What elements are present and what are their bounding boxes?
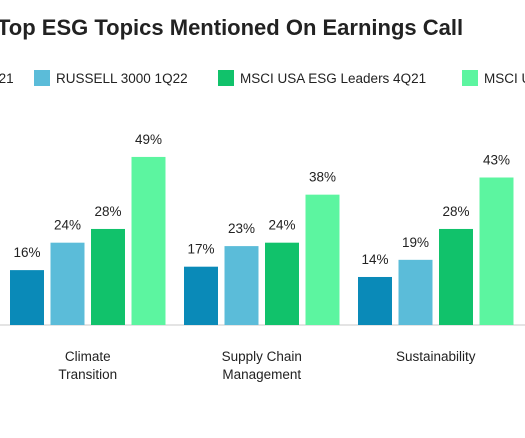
legend-label: MSCI USA ESG Leaders 1Q22 xyxy=(484,71,525,86)
x-tick-label: Transition xyxy=(58,367,117,382)
data-label: 43% xyxy=(483,153,510,168)
legend-label: MSCI USA ESG Leaders 4Q21 xyxy=(240,71,426,86)
legend-label: RUSSELL 3000 4Q21 xyxy=(0,71,14,86)
data-label: 14% xyxy=(361,252,388,267)
data-label: 24% xyxy=(54,218,81,233)
x-tick-label: Sustainability xyxy=(396,349,476,364)
data-label: 16% xyxy=(13,245,40,260)
bar xyxy=(131,156,166,325)
bar xyxy=(305,194,340,325)
data-label: 38% xyxy=(309,170,336,185)
legend-swatch xyxy=(462,70,478,86)
chart-title: Top ESG Topics Mentioned On Earnings Cal… xyxy=(0,15,463,40)
bar xyxy=(184,266,218,325)
data-label: 49% xyxy=(135,132,162,147)
data-label: 24% xyxy=(268,218,295,233)
data-label: 17% xyxy=(187,242,214,257)
legend-swatch xyxy=(218,70,234,86)
legend-swatch xyxy=(34,70,50,86)
bar xyxy=(265,242,299,325)
data-label: 19% xyxy=(402,235,429,250)
x-tick-label: Supply Chain xyxy=(222,349,302,364)
x-tick-label: Climate xyxy=(65,349,111,364)
data-label: 28% xyxy=(442,204,469,219)
data-label: 28% xyxy=(94,204,121,219)
bar xyxy=(50,242,85,325)
legend-label: RUSSELL 3000 1Q22 xyxy=(56,71,188,86)
bar xyxy=(10,270,44,325)
bar xyxy=(224,246,259,325)
bar xyxy=(91,228,125,325)
bar xyxy=(479,177,514,325)
x-tick-label: Management xyxy=(222,367,301,382)
bar xyxy=(358,276,392,325)
data-label: 23% xyxy=(228,221,255,236)
bar xyxy=(398,259,433,325)
bar xyxy=(439,228,473,325)
